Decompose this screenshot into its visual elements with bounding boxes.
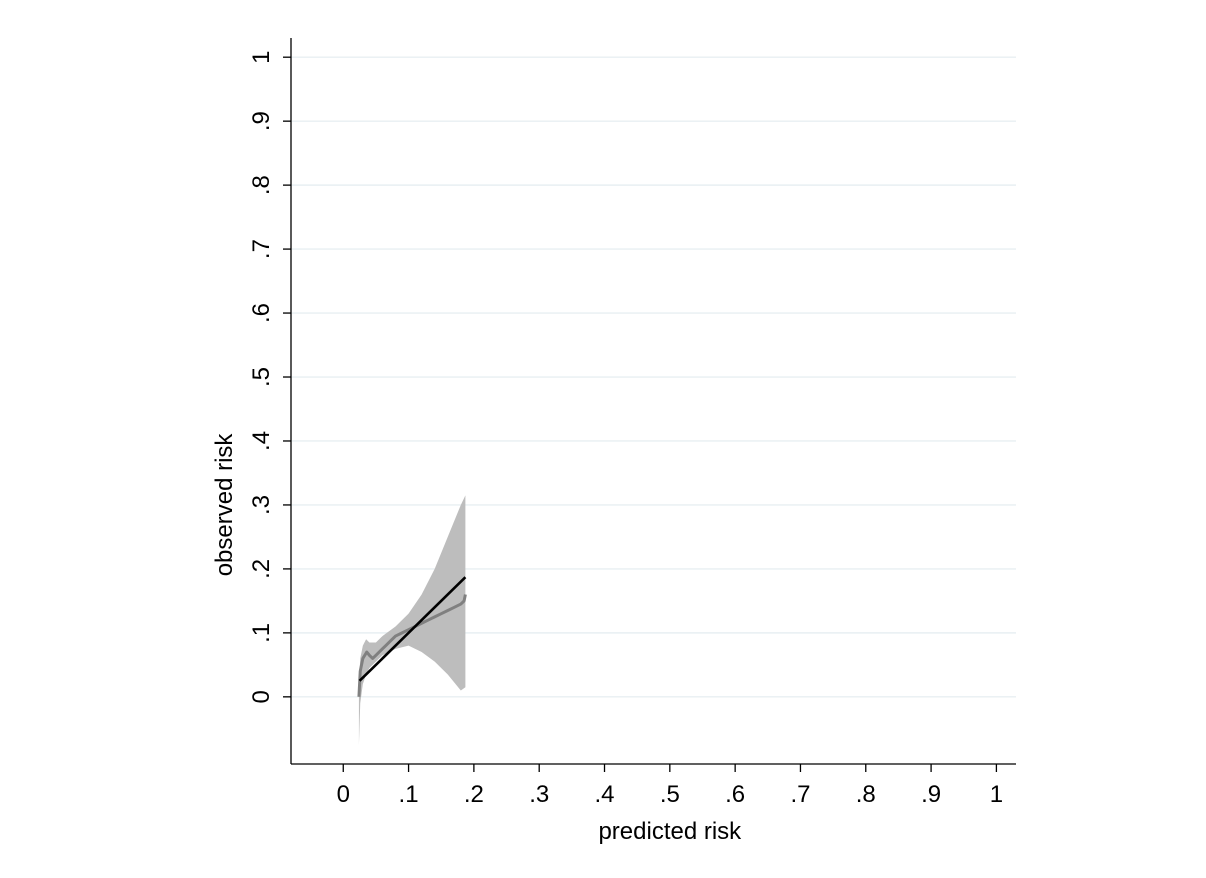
axes [290, 38, 1016, 765]
y-tick-label-6: .6 [248, 303, 275, 323]
x-tick-label-2: .2 [464, 781, 484, 808]
y-axis-title: observed risk [211, 433, 238, 577]
x-tick-label-1: .1 [399, 781, 419, 808]
series-lines-layer [357, 576, 467, 697]
x-tick-label-4: .4 [595, 781, 615, 808]
fitted-line [358, 576, 467, 682]
confidence-band-layer [358, 495, 466, 745]
y-tick-label-10: 1 [248, 51, 275, 64]
x-tick-label-5: .5 [660, 781, 680, 808]
x-tick-label-9: .9 [921, 781, 941, 808]
y-tick-label-1: .1 [248, 623, 275, 643]
y-tick-label-7: .7 [248, 239, 275, 259]
y-tick-label-0: 0 [248, 690, 275, 703]
x-tick-label-3: .3 [529, 781, 549, 808]
x-tick-label-8: .8 [856, 781, 876, 808]
x-tick-label-10: 1 [990, 781, 1003, 808]
y-tick-label-8: .8 [248, 175, 275, 195]
x-tick-label-0: 0 [337, 781, 350, 808]
smoothed-calibration-line [357, 594, 467, 697]
y-tick-label-4: .4 [248, 431, 275, 451]
confidence-band [358, 495, 466, 745]
gridlines [291, 56, 1016, 698]
x-axis-title: predicted risk [598, 818, 742, 845]
y-tick-label-3: .3 [248, 495, 275, 515]
y-axis-ticks: 0 .1 .2 .3 .4 .5 .6 .7 .8 .9 1 [248, 51, 291, 704]
x-tick-label-7: .7 [790, 781, 810, 808]
x-axis-ticks: 0 .1 .2 .3 .4 .5 .6 .7 .8 .9 1 [337, 764, 1003, 808]
x-tick-label-6: .6 [725, 781, 745, 808]
y-tick-label-5: .5 [248, 367, 275, 387]
y-tick-label-2: .2 [248, 559, 275, 579]
y-tick-label-9: .9 [248, 111, 275, 131]
